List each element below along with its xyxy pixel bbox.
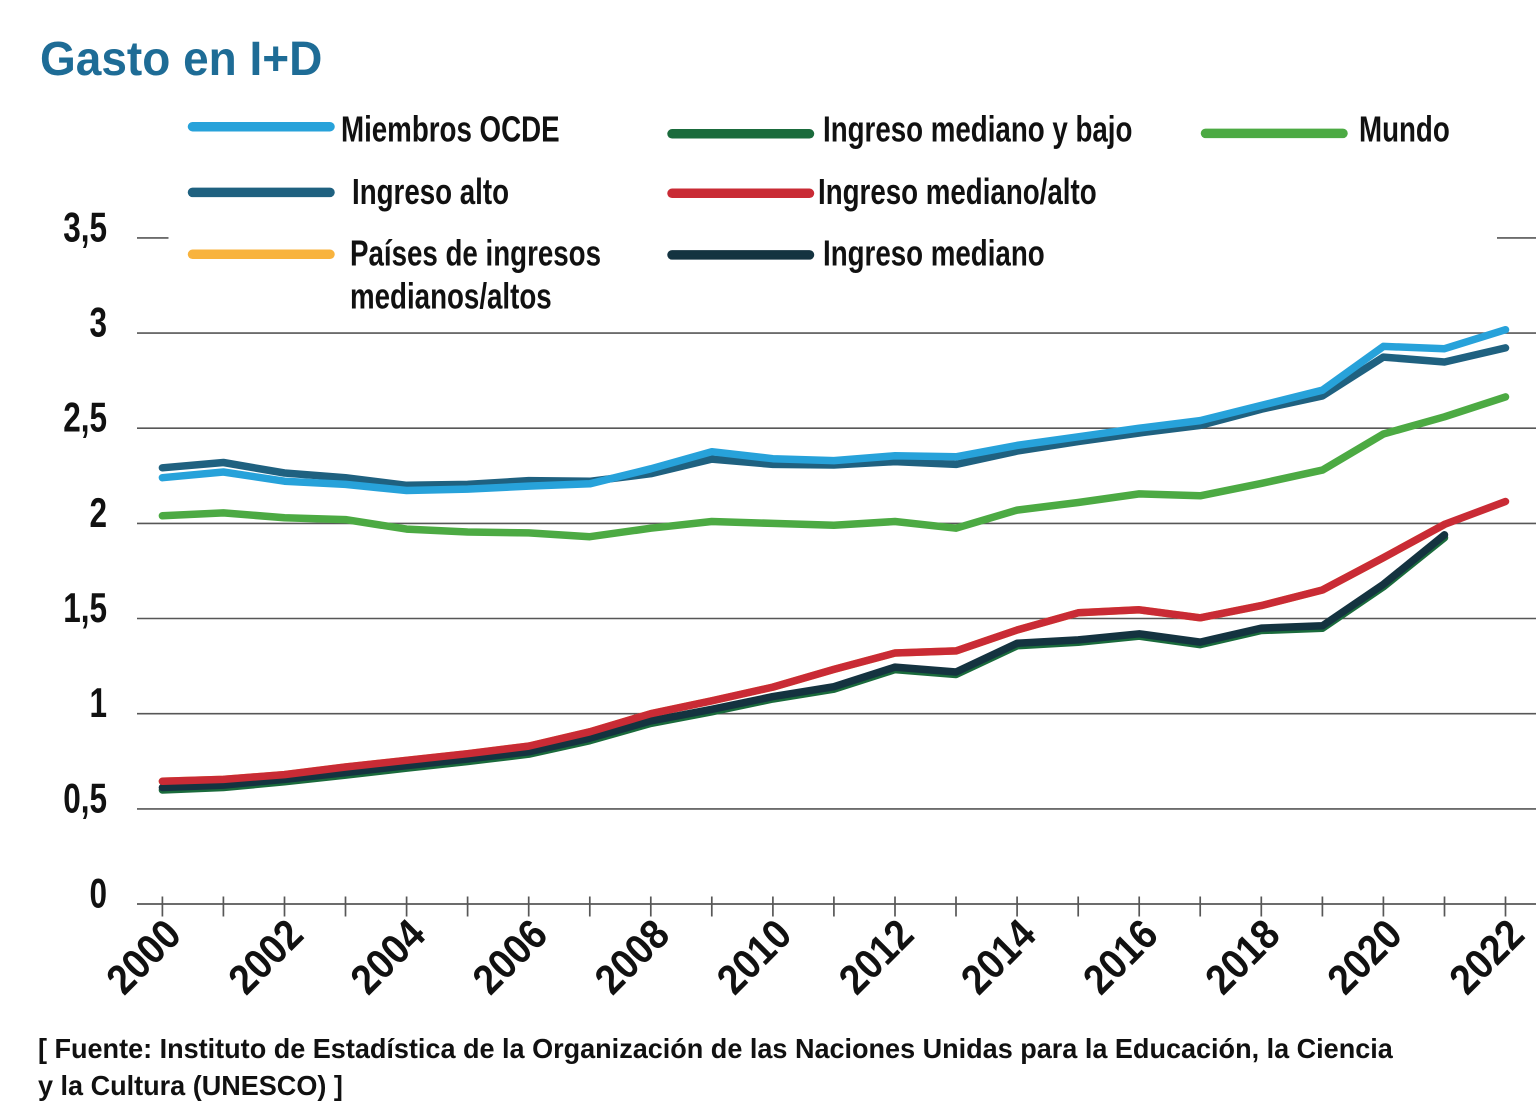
svg-text:3,5: 3,5 <box>63 203 107 251</box>
svg-text:3: 3 <box>89 298 107 346</box>
svg-text:Mundo: Mundo <box>1359 109 1450 149</box>
svg-text:1,5: 1,5 <box>63 584 107 632</box>
svg-text:Miembros OCDE: Miembros OCDE <box>341 109 560 149</box>
svg-text:Ingreso mediano y bajo: Ingreso mediano y bajo <box>823 109 1132 149</box>
svg-text:Países de ingresos: Países de ingresos <box>350 233 601 273</box>
svg-text:[ Fuente: Instituto de Estadís: [ Fuente: Instituto de Estadística de la… <box>38 1033 1393 1065</box>
svg-text:2,5: 2,5 <box>63 393 107 441</box>
svg-text:2: 2 <box>89 488 107 536</box>
svg-text:Ingreso alto: Ingreso alto <box>352 172 509 212</box>
svg-text:y la Cultura (UNESCO) ]: y la Cultura (UNESCO) ] <box>38 1070 343 1102</box>
svg-text:Ingreso mediano: Ingreso mediano <box>823 233 1045 273</box>
svg-text:Gasto en I+D: Gasto en I+D <box>40 31 322 85</box>
svg-text:Ingreso mediano/alto: Ingreso mediano/alto <box>818 172 1097 212</box>
svg-text:0,5: 0,5 <box>63 774 107 822</box>
svg-text:0: 0 <box>89 869 107 917</box>
svg-text:1: 1 <box>89 679 107 727</box>
svg-text:medianos/altos: medianos/altos <box>350 276 552 316</box>
